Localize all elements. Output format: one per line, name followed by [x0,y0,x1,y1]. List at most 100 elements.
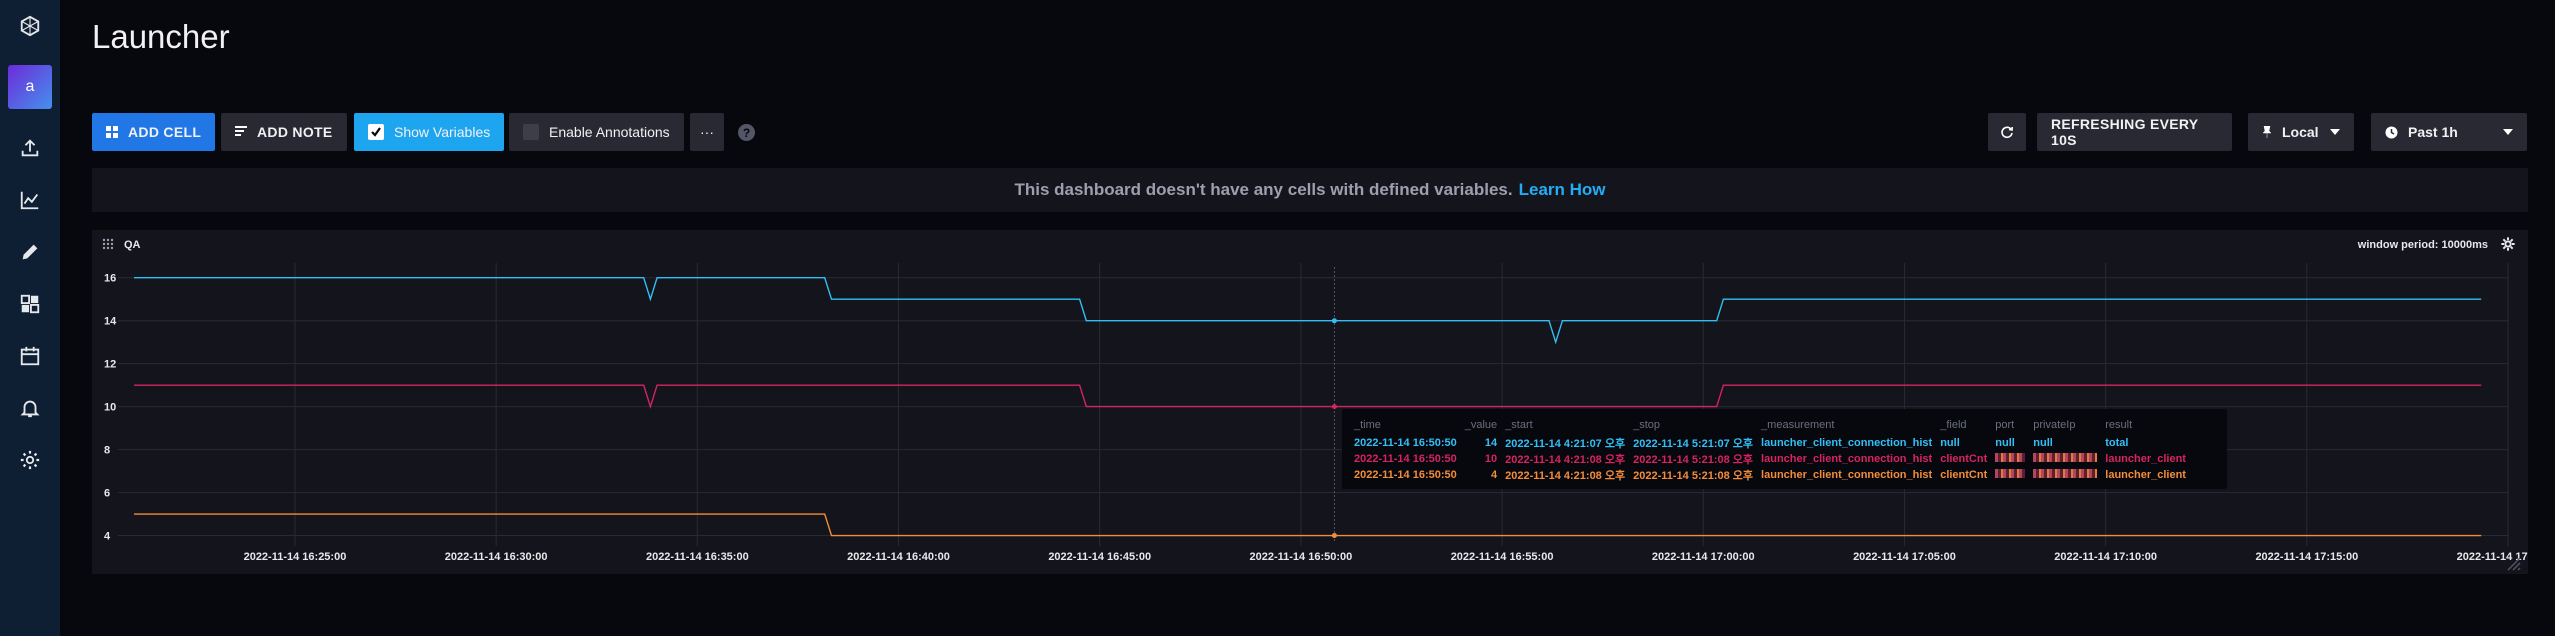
tooltip-cell-time: 2022-11-14 16:50:50 [1354,437,1457,449]
time-range-label: Past 1h [2408,124,2458,140]
tooltip-cell-value: 4 [1491,469,1498,481]
x-tick-label: 2022-11-14 16:55:00 [1451,551,1554,563]
avatar-label: a [25,78,35,95]
tooltip-column-header: privateIp [2033,419,2076,431]
timezone-label: Local [2282,124,2319,140]
refresh-button[interactable] [1988,113,2026,151]
tooltip-cell-result: launcher_client [2105,469,2186,481]
x-tick-label: 2022-11-14 17:15:00 [2255,551,2358,563]
autorefresh-dropdown[interactable]: REFRESHING EVERY 10S [2037,113,2232,151]
autorefresh-label: REFRESHING EVERY 10S [2051,116,2199,148]
add-note-label: ADD NOTE [257,124,333,140]
banner-text: This dashboard doesn't have any cells wi… [1014,180,1513,199]
avatar[interactable]: a [8,65,52,109]
dashboard-cell: QA window period: 10000ms 4 6 8 10 12 14 16 202… [92,230,2528,574]
drag-handle-icon[interactable] [102,238,114,250]
pencil-icon[interactable] [0,232,60,272]
redacted-value [2033,469,2098,478]
graph-icon[interactable] [0,180,60,220]
variables-banner: This dashboard doesn't have any cells wi… [92,168,2528,212]
tooltip-cell-field: null [1940,437,1960,449]
tooltip-cell-result: total [2105,437,2129,449]
tooltip-column-header: _field [1940,419,1967,431]
enable-annotations-toggle[interactable]: Enable Annotations [509,113,684,151]
dashboards-icon[interactable] [0,284,60,324]
x-tick-label: 2022-11-14 16:30:00 [445,551,548,563]
tooltip-column-header: _measurement [1761,419,1835,431]
tooltip-cell-value: 10 [1484,453,1498,465]
tooltip-column-header: _value [1464,419,1498,431]
page-title: Launcher [92,18,230,55]
tooltip-cell-value: 14 [1484,437,1498,449]
tooltip-cell-privateIp [2029,467,2101,483]
help-icon[interactable]: ? [738,124,755,141]
check-icon [371,127,381,137]
tooltip-column-header: _start [1505,419,1533,431]
tooltip-cell-stop: 2022-11-14 5:21:07 오후 [1633,438,1754,450]
line-chart[interactable]: 4 6 8 10 12 14 16 2022-11-14 16:25:00 2022-11-14… [92,230,2528,574]
show-variables-checkbox[interactable] [368,124,384,140]
tooltip-row: 2022-11-14 16:50:50 14 2022-11-14 4:21:07 … [1350,435,2190,451]
upload-icon[interactable] [0,128,60,168]
tooltip-cell-privateIp: null [2033,437,2053,449]
chevron-down-icon [2330,129,2340,135]
tooltip-cell-start: 2022-11-14 4:21:08 오후 [1505,470,1626,482]
add-note-button[interactable]: ADD NOTE [221,113,347,151]
x-tick-label: 2022-11-14 16:40:00 [847,551,950,563]
x-tick-label: 2022-11-14 17:00:00 [1652,551,1755,563]
cell-gear-icon[interactable] [2500,236,2516,252]
x-tick-label: 2022-11-14 17:05:00 [1853,551,1956,563]
redacted-value [1995,453,2026,462]
y-tick-label: 14 [104,316,117,328]
calendar-icon[interactable] [0,336,60,376]
tooltip-row: 2022-11-14 16:50:50 10 2022-11-14 4:21:08 … [1350,451,2190,467]
learn-how-link[interactable]: Learn How [1518,180,1606,199]
note-icon [235,126,247,136]
add-cell-button[interactable]: ADD CELL [92,113,216,151]
tooltip-cell-result: launcher_client [2105,453,2186,465]
tooltip-column-header: _time [1354,419,1381,431]
tooltip-cell-time: 2022-11-14 16:50:50 [1354,469,1457,481]
tooltip-cell-measurement: launcher_client_connection_hist [1761,437,1933,449]
tooltip-cell-port [1991,451,2029,467]
y-tick-label: 16 [104,273,116,285]
refresh-icon [2001,126,2013,139]
time-range-dropdown[interactable]: Past 1h [2371,113,2527,151]
add-cell-icon [106,126,118,138]
tooltip-column-header: _stop [1633,419,1661,431]
chevron-down-icon [2503,129,2513,135]
series-line-1 [134,384,2482,409]
resize-handle-icon[interactable] [2502,552,2522,572]
enable-annotations-checkbox[interactable] [523,124,539,140]
tooltip-column-header: port [1995,419,2015,431]
redacted-value [2033,453,2098,462]
tooltip-cell-field: clientCnt [1940,453,1988,465]
pin-icon [2262,126,2272,138]
bell-icon[interactable] [0,388,60,428]
hover-point [1331,318,1337,324]
influx-logo-icon[interactable] [0,6,60,46]
add-cell-label: ADD CELL [128,124,202,140]
tooltip-column-header: result [2105,419,2133,431]
tooltip-cell-measurement: launcher_client_connection_hist [1761,469,1933,481]
tooltip-cell-field: clientCnt [1940,469,1988,481]
timezone-dropdown[interactable]: Local [2248,113,2354,151]
show-variables-toggle[interactable]: Show Variables [354,113,505,151]
more-options-button[interactable]: ··· [690,113,724,151]
gear-icon[interactable] [0,440,60,480]
x-tick-label: 2022-11-14 16:25:00 [244,551,347,563]
tooltip-cell-stop: 2022-11-14 5:21:08 오후 [1633,454,1754,466]
hover-point [1331,404,1337,410]
sidebar: a [0,0,60,636]
show-variables-label: Show Variables [394,124,491,140]
tooltip-cell-start: 2022-11-14 4:21:07 오후 [1505,438,1626,450]
y-tick-label: 6 [104,488,110,500]
x-tick-label: 2022-11-14 17:10:00 [2054,551,2157,563]
series-line-2 [134,513,2482,537]
y-tick-label: 8 [104,445,110,457]
tooltip-cell-privateIp [2029,451,2101,467]
hover-tooltip: _time _value _start _stop _measurement _field… [1342,409,2227,489]
y-tick-label: 4 [104,531,111,543]
tooltip-cell-measurement: launcher_client_connection_hist [1761,453,1933,465]
cell-title: QA [124,239,141,251]
